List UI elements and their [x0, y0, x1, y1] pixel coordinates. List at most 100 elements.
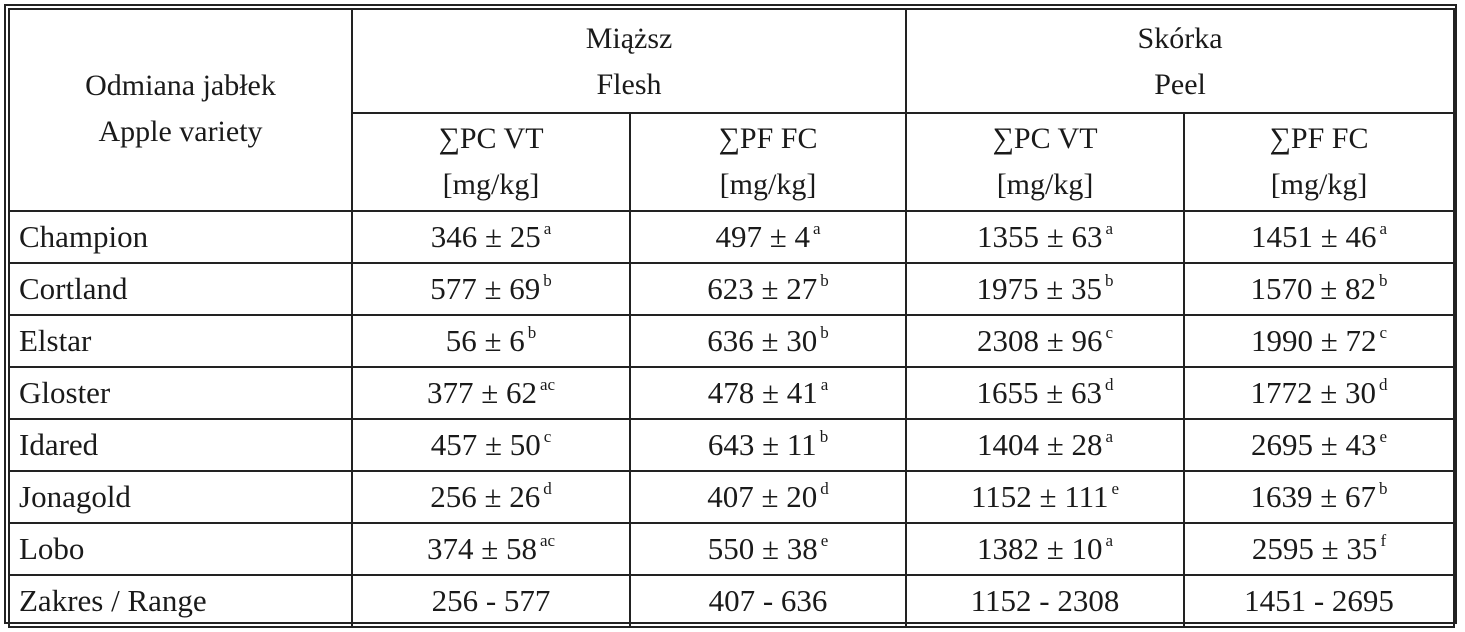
cell-value: 377 ± 62 — [426, 375, 537, 410]
significance-letter: a — [543, 219, 552, 238]
cell-value: 497 ± 4 — [715, 219, 810, 254]
significance-letter: a — [1379, 219, 1388, 238]
cell-value: 2595 ± 35 — [1251, 531, 1378, 566]
significance-letter: b — [820, 271, 829, 290]
significance-letter: d — [1105, 375, 1114, 394]
data-cell: 1570 ± 82 b — [1183, 262, 1456, 316]
flesh-header-en: Flesh — [596, 68, 662, 101]
data-cell: 550 ± 38 e — [628, 522, 908, 576]
variety-name: Lobo — [8, 522, 353, 576]
cell-value: 374 ± 58 — [426, 531, 537, 566]
table-row: Jonagold 256 ± 26 d 407 ± 20 d 1152 ± 111 e… — [8, 470, 1456, 524]
data-cell: 1355 ± 63 a — [905, 210, 1186, 264]
cell-value: 1975 ± 35 — [976, 271, 1103, 306]
significance-letter: e — [820, 531, 829, 550]
data-cell: 1382 ± 10 a — [905, 522, 1186, 576]
column-title: ∑PC VT — [438, 122, 544, 155]
significance-letter: e — [1379, 427, 1388, 446]
data-cell: 1152 ± 111 e — [905, 470, 1186, 524]
table-row: Lobo 374 ± 58 ac 550 ± 38 e 1382 ± 10 a 259… — [8, 522, 1456, 576]
cell-value: 1570 ± 82 — [1250, 271, 1377, 306]
significance-letter: ac — [539, 531, 556, 550]
peel-pc-header: ∑PC VT [mg/kg] — [905, 112, 1186, 212]
significance-letter: d — [1379, 375, 1388, 394]
data-cell: 636 ± 30 b — [628, 314, 908, 368]
data-cell: 346 ± 25 a — [351, 210, 631, 264]
cell-value: 346 ± 25 — [430, 219, 541, 254]
significance-letter: b — [1379, 479, 1388, 498]
significance-letter: a — [1105, 531, 1114, 550]
peel-pf-header: ∑PF FC [mg/kg] — [1183, 112, 1456, 212]
flesh-pf-header: ∑PF FC [mg/kg] — [628, 112, 908, 212]
data-cell: 2695 ± 43 e — [1183, 418, 1456, 472]
range-cell: 407 - 636 — [628, 574, 908, 628]
data-cell: 623 ± 27 b — [628, 262, 908, 316]
data-cell: 1639 ± 67 b — [1183, 470, 1456, 524]
data-cell: 478 ± 41 a — [628, 366, 908, 420]
cell-value: 577 ± 69 — [430, 271, 541, 306]
peel-group-header: Skórka Peel — [905, 8, 1456, 114]
cell-value: 1639 ± 67 — [1250, 479, 1377, 514]
data-cell: 407 ± 20 d — [628, 470, 908, 524]
data-cell: 577 ± 69 b — [351, 262, 631, 316]
peel-header-pl: Skórka — [1137, 22, 1223, 55]
significance-letter: b — [1379, 271, 1388, 290]
significance-letter: a — [820, 375, 829, 394]
range-label: Zakres / Range — [8, 574, 353, 628]
significance-letter: b — [819, 427, 829, 446]
range-cell: 256 - 577 — [351, 574, 631, 628]
range-cell: 1451 - 2695 — [1183, 574, 1456, 628]
column-unit: [mg/kg] — [1270, 168, 1368, 201]
significance-letter: b — [527, 323, 537, 342]
cell-value: 1404 ± 28 — [976, 427, 1103, 462]
significance-letter: ac — [539, 375, 556, 394]
data-cell: 256 ± 26 d — [351, 470, 631, 524]
variety-header-en: Apple variety — [98, 115, 263, 148]
data-cell: 643 ± 11 b — [628, 418, 908, 472]
cell-value: 550 ± 38 — [707, 531, 818, 566]
cell-value: 623 ± 27 — [707, 271, 818, 306]
significance-letter: a — [1105, 219, 1114, 238]
cell-value: 636 ± 30 — [707, 323, 818, 358]
variety-name: Jonagold — [8, 470, 353, 524]
variety-name: Elstar — [8, 314, 353, 368]
significance-letter: d — [820, 479, 829, 498]
flesh-group-header: Miąższ Flesh — [350, 8, 908, 114]
variety-name: Gloster — [8, 366, 353, 420]
variety-name: Idared — [8, 418, 353, 472]
column-title: ∑PF FC — [1269, 122, 1369, 155]
significance-letter: b — [543, 271, 552, 290]
cell-value: 2695 ± 43 — [1250, 427, 1377, 462]
peel-header-en: Peel — [1154, 68, 1206, 101]
significance-letter: c — [1379, 323, 1388, 342]
variety-name: Cortland — [8, 262, 353, 316]
cell-value: 1382 ± 10 — [976, 531, 1103, 566]
significance-letter: e — [1111, 479, 1120, 498]
column-title: ∑PC VT — [992, 122, 1098, 155]
cell-value: 2308 ± 96 — [976, 323, 1103, 358]
cell-value: 56 ± 6 — [445, 323, 525, 358]
data-cell: 374 ± 58 ac — [351, 522, 631, 576]
cell-value: 1152 ± 111 — [970, 479, 1109, 514]
column-unit: [mg/kg] — [719, 168, 817, 201]
column-title: ∑PF FC — [718, 122, 818, 155]
cell-value: 1772 ± 30 — [1250, 375, 1377, 410]
significance-letter: c — [543, 427, 552, 446]
data-cell: 1655 ± 63 d — [905, 366, 1186, 420]
cell-value: 1655 ± 63 — [976, 375, 1103, 410]
cell-value: 478 ± 41 — [707, 375, 818, 410]
cell-value: 256 ± 26 — [430, 479, 541, 514]
data-cell: 2595 ± 35 f — [1183, 522, 1456, 576]
data-cell: 377 ± 62 ac — [351, 366, 631, 420]
column-unit: [mg/kg] — [996, 168, 1094, 201]
significance-letter: a — [812, 219, 821, 238]
data-cell: 1404 ± 28 a — [905, 418, 1186, 472]
range-row: Zakres / Range 256 - 577 407 - 636 1152 … — [8, 574, 1456, 628]
data-cell: 2308 ± 96 c — [905, 314, 1186, 368]
table-row: Cortland 577 ± 69 b 623 ± 27 b 1975 ± 35 b … — [8, 262, 1456, 316]
cell-value: 1355 ± 63 — [976, 219, 1103, 254]
cell-value: 457 ± 50 — [430, 427, 541, 462]
significance-letter: a — [1105, 427, 1114, 446]
